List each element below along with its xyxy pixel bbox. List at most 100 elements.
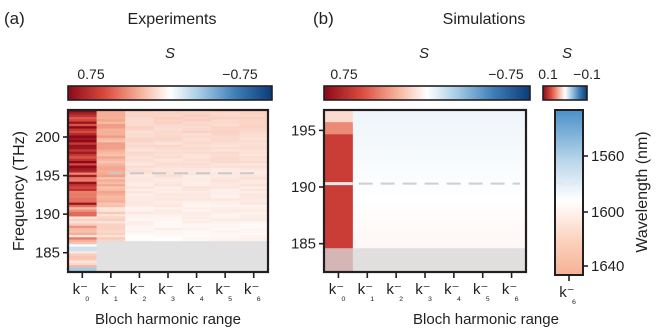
heatmap-cell (239, 211, 269, 215)
heatmap-cell (182, 188, 212, 192)
heatmap-cell (153, 218, 183, 222)
heatmap-cell (497, 146, 527, 152)
panel-b-xtick-sub: ₀ (341, 291, 346, 303)
heatmap-cell (239, 216, 269, 220)
heatmap-cell (182, 230, 212, 234)
heatmap-cell (352, 227, 383, 233)
heatmap-cell (210, 153, 241, 157)
heatmap-cell (239, 191, 269, 194)
heatmap-cell (182, 239, 212, 243)
heatmap-cell (468, 174, 498, 180)
panel-a-xtick-label: k⁻ (130, 281, 145, 298)
heatmap-cell (182, 211, 212, 215)
heatmap-cell (439, 170, 469, 176)
heatmap-cell (468, 211, 498, 216)
heatmap-cell (125, 232, 155, 236)
heatmap-cell (239, 151, 269, 155)
heatmap-cell (210, 119, 241, 123)
panel-b-cbar-min: 0.75 (330, 66, 357, 82)
heatmap-cell (68, 167, 98, 171)
heatmap-cell (125, 119, 155, 123)
heatmap-cell (439, 134, 469, 139)
heatmap-cell (153, 123, 183, 127)
heatmap-cell (324, 207, 354, 212)
heatmap-cell (468, 146, 498, 152)
heatmap-cell (410, 235, 441, 241)
heatmap-cell (239, 234, 269, 238)
inset-ylabel: Wavelength (nm) (634, 131, 651, 252)
heatmap-cell (210, 218, 241, 222)
heatmap-cell (68, 251, 98, 255)
heatmap-cell (410, 203, 441, 208)
heatmap-cell (381, 219, 412, 224)
heatmap-cell (352, 219, 383, 224)
heatmap-cell (182, 228, 212, 231)
heatmap-cell (468, 122, 498, 127)
heatmap-cell (153, 188, 183, 192)
heatmap-cell (381, 138, 412, 143)
heatmap-cell (153, 172, 183, 176)
heatmap-cell (210, 121, 241, 125)
heatmap-cell (210, 128, 241, 132)
heatmap-cell (210, 167, 241, 171)
heatmap-cell (125, 216, 155, 220)
heatmap-cell (239, 119, 269, 123)
heatmap-cell (468, 158, 498, 164)
heatmap-cell (239, 167, 269, 171)
heatmap-cell (381, 239, 412, 245)
heatmap-cell (182, 223, 212, 227)
heatmap-cell (352, 118, 383, 123)
heatmap-cell (125, 237, 155, 241)
heatmap-cell (153, 228, 183, 231)
heatmap-cell (68, 174, 98, 178)
heatmap-cell (352, 195, 383, 200)
heatmap-cell (381, 195, 412, 200)
heatmap-cell (68, 142, 98, 146)
heatmap-cell (210, 230, 241, 234)
heatmap-cell (153, 142, 183, 146)
heatmap-cell (210, 211, 241, 215)
heatmap-cell (68, 202, 98, 206)
heatmap-cell (125, 135, 155, 139)
heatmap-cell (210, 191, 241, 194)
heatmap-cell (352, 231, 383, 237)
heatmap-cell (153, 165, 183, 169)
heatmap-cell (324, 186, 354, 192)
heatmap-cell (96, 228, 126, 231)
heatmap-cell (239, 165, 269, 169)
heatmap-cell (153, 144, 183, 148)
heatmap-cell (352, 126, 383, 131)
heatmap-cell (239, 186, 269, 190)
panel-b-label: (b) (313, 9, 334, 28)
heatmap-cell (68, 186, 98, 190)
panel-a-ytick-label: 195 (35, 168, 60, 185)
heatmap-cell (210, 177, 241, 181)
heatmap-cell (96, 237, 126, 241)
heatmap-cell (68, 126, 98, 130)
panel-b-xtick-sub: ₆ (514, 291, 518, 303)
heatmap-cell (239, 133, 269, 137)
heatmap-cell (381, 235, 412, 241)
heatmap-cell (381, 114, 412, 119)
heatmap-cell (68, 255, 98, 259)
heatmap-cell (125, 202, 155, 206)
heatmap-cell (153, 114, 183, 118)
heatmap-cell (468, 126, 498, 131)
heatmap-cell (381, 186, 412, 192)
heatmap-cell (324, 227, 354, 233)
heatmap-cell (324, 166, 354, 172)
heatmap-cell (125, 149, 155, 153)
heatmap-cell (182, 209, 212, 213)
heatmap-cell (468, 227, 498, 233)
heatmap-cell (153, 167, 183, 171)
heatmap-cell (125, 207, 155, 211)
heatmap-cell (352, 138, 383, 143)
heatmap-cell (439, 182, 469, 188)
heatmap-cell (68, 149, 98, 153)
heatmap-cell (68, 200, 98, 204)
heatmap-cell (210, 114, 241, 118)
heatmap-cell (381, 166, 412, 172)
heatmap-cell (96, 209, 126, 213)
heatmap-cell (497, 122, 527, 127)
heatmap-cell (497, 215, 527, 220)
